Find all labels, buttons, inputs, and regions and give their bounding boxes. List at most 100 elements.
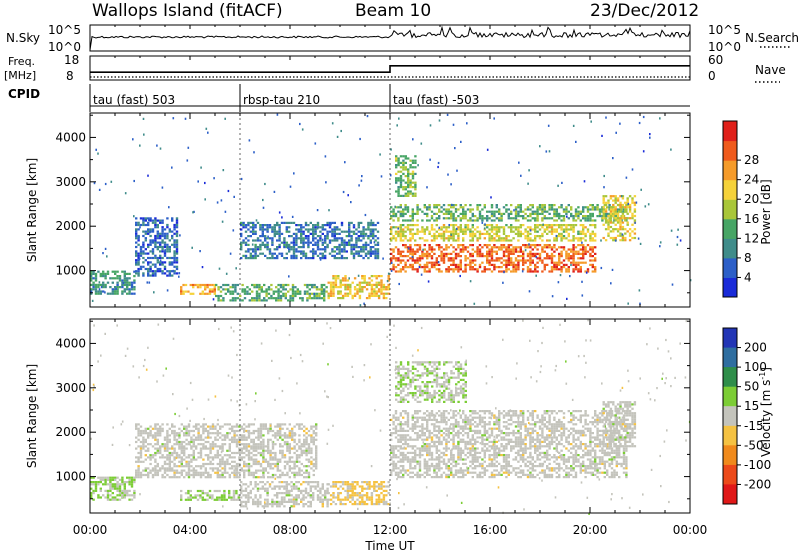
power-echo-cell xyxy=(414,268,417,271)
power-scatter-cell xyxy=(193,210,195,213)
power-echo-cell xyxy=(261,228,264,231)
power-echo-cell xyxy=(370,294,374,297)
velocity-echo-cell xyxy=(221,456,224,459)
velocity-echo-cell xyxy=(279,445,282,448)
velocity-echo-cell xyxy=(231,451,234,455)
power-echo-cell xyxy=(493,250,496,253)
power-scatter-cell xyxy=(97,152,99,155)
power-echo-cell xyxy=(514,215,518,218)
velocity-echo-cell xyxy=(168,434,171,437)
velocity-echo-cell xyxy=(197,429,200,433)
power-echo-cell xyxy=(151,228,155,231)
power-echo-cell xyxy=(173,245,176,249)
velocity-echo-cell xyxy=(375,489,378,492)
velocity-echo-cell xyxy=(243,423,246,426)
power-scatter-cell xyxy=(528,169,530,172)
power-echo-cell xyxy=(369,228,372,231)
power-echo-cell xyxy=(222,299,225,302)
velocity-echo-cell xyxy=(94,487,98,490)
velocity-echo-cell xyxy=(291,432,294,435)
velocity-echo-cell xyxy=(123,494,126,497)
velocity-echo-cell xyxy=(163,467,167,470)
power-echo-cell xyxy=(483,268,486,271)
velocity-echo-cell xyxy=(219,458,222,461)
power-echo-cell xyxy=(375,281,378,284)
power-echo-cell xyxy=(114,277,117,280)
power-echo-cell xyxy=(284,297,287,300)
power-echo-cell xyxy=(469,228,472,231)
velocity-echo-cell xyxy=(346,494,350,497)
power-echo-cell xyxy=(433,252,436,255)
velocity-echo-cell xyxy=(168,469,171,472)
power-echo-cell xyxy=(562,235,566,238)
power-echo-cell xyxy=(430,248,434,251)
velocity-echo-cell xyxy=(368,483,371,486)
power-echo-cell xyxy=(288,246,291,249)
power-echo-cell xyxy=(604,221,608,224)
power-echo-cell xyxy=(426,239,429,242)
power-echo-cell xyxy=(265,292,268,295)
velocity-echo-cell xyxy=(266,498,269,501)
power-echo-cell xyxy=(121,270,124,273)
velocity-echo-cell xyxy=(273,503,276,506)
velocity-echo-cell xyxy=(197,423,200,426)
velocity-echo-cell xyxy=(257,469,260,472)
velocity-echo-cell xyxy=(106,489,110,492)
velocity-echo-cell xyxy=(358,496,362,499)
velocity-echo-cell xyxy=(297,503,300,506)
power-echo-cell xyxy=(234,283,237,287)
power-echo-cell xyxy=(135,254,138,257)
power-echo-cell xyxy=(159,245,162,249)
velocity-echo-cell xyxy=(163,469,167,472)
power-echo-cell xyxy=(612,210,615,213)
power-echo-cell xyxy=(598,215,602,218)
velocity-echo-cell xyxy=(321,494,324,497)
power-echo-cell xyxy=(175,265,179,268)
power-echo-cell xyxy=(498,257,501,260)
power-echo-cell xyxy=(284,288,287,291)
power-echo-cell xyxy=(382,288,386,291)
power-echo-cell xyxy=(591,206,594,209)
power-scatter-cell xyxy=(382,257,384,260)
velocity-echo-cell xyxy=(163,438,167,441)
power-echo-cell xyxy=(121,281,124,284)
power-echo-cell xyxy=(147,223,150,227)
power-echo-cell xyxy=(166,217,169,220)
power-echo-cell xyxy=(553,237,556,240)
power-echo-cell xyxy=(139,252,143,255)
power-echo-cell xyxy=(483,204,486,207)
power-echo-cell xyxy=(97,270,100,273)
power-echo-cell xyxy=(452,206,455,209)
power-scatter-cell xyxy=(264,182,266,186)
power-echo-cell xyxy=(302,246,305,249)
velocity-echo-cell xyxy=(315,454,318,457)
velocity-echo-cell xyxy=(292,496,296,499)
power-echo-cell xyxy=(368,297,371,300)
power-echo-cell xyxy=(409,230,412,233)
velocity-echo-cell xyxy=(196,498,200,501)
velocity-echo-cell xyxy=(339,503,342,506)
velocity-echo-cell xyxy=(156,469,159,472)
velocity-echo-cell xyxy=(262,460,265,463)
velocity-echo-cell xyxy=(97,496,100,499)
power-echo-cell xyxy=(123,290,126,293)
velocity-echo-cell xyxy=(216,467,219,470)
power-echo-cell xyxy=(151,263,155,266)
velocity-echo-cell xyxy=(180,496,183,499)
power-echo-cell xyxy=(304,252,308,255)
velocity-echo-cell xyxy=(245,445,248,448)
power-echo-cell xyxy=(457,270,460,273)
power-echo-cell xyxy=(102,290,105,293)
velocity-echo-cell xyxy=(208,489,212,493)
velocity-echo-cell xyxy=(104,476,107,479)
power-echo-cell xyxy=(546,255,549,258)
power-echo-cell xyxy=(430,261,434,264)
power-echo-cell xyxy=(268,224,272,227)
velocity-echo-cell xyxy=(298,456,301,459)
power-echo-cell xyxy=(244,226,248,229)
power-echo-cell xyxy=(428,270,431,273)
velocity-echo-cell xyxy=(231,429,234,433)
power-echo-cell xyxy=(558,212,561,215)
velocity-echo-cell xyxy=(207,476,210,479)
velocity-echo-cell xyxy=(137,427,140,430)
